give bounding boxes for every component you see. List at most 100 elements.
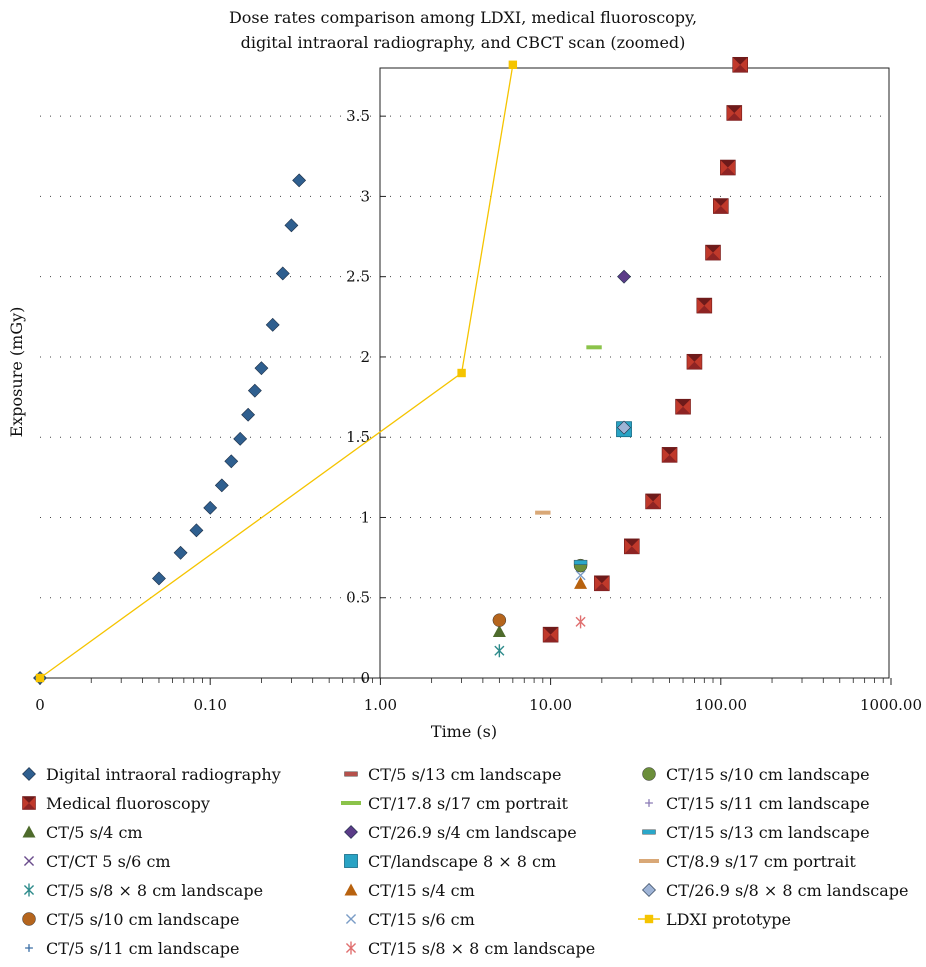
series-9 bbox=[617, 269, 631, 284]
y-tick-label: 2.5 bbox=[346, 268, 370, 286]
data-series bbox=[33, 56, 748, 685]
data-point bbox=[617, 269, 631, 284]
chart-title-line-1: Dose rates comparison among LDXI, medica… bbox=[229, 8, 697, 27]
legend-item: CT/5 s/4 cm bbox=[18, 820, 143, 844]
legend-item: CT/5 s/8 × 8 cm landscape bbox=[18, 878, 263, 902]
legend-swatch bbox=[344, 825, 358, 839]
legend-swatch bbox=[642, 767, 656, 781]
series-13 bbox=[575, 615, 586, 629]
data-point bbox=[203, 500, 218, 515]
legend-swatch bbox=[344, 883, 358, 896]
series-5 bbox=[492, 613, 507, 627]
legend-label: CT/26.9 s/4 cm landscape bbox=[368, 822, 577, 842]
series-16 bbox=[573, 559, 588, 565]
y-tick-label: 0.5 bbox=[346, 589, 370, 607]
data-point bbox=[152, 571, 166, 586]
y-tick-label: 3 bbox=[360, 187, 370, 205]
x-tick-label: 0 bbox=[35, 696, 45, 714]
data-point bbox=[173, 545, 188, 560]
legend-swatch bbox=[22, 825, 36, 838]
legend-swatch bbox=[345, 913, 357, 925]
legend-label: CT/15 s/11 cm landscape bbox=[666, 793, 870, 813]
legend-item: CT/15 s/13 cm landscape bbox=[638, 820, 870, 844]
data-point bbox=[594, 575, 610, 592]
data-point bbox=[624, 538, 640, 555]
legend-label: CT/15 s/10 cm landscape bbox=[666, 764, 870, 784]
legend-swatch bbox=[22, 767, 36, 781]
series-4 bbox=[494, 644, 505, 658]
y-axis-label: Exposure (mGy) bbox=[7, 307, 26, 438]
x-tick-label: 10.00 bbox=[529, 696, 572, 714]
y-tick-label: 2 bbox=[360, 348, 370, 366]
legend-label: Medical fluoroscopy bbox=[46, 793, 210, 813]
data-point bbox=[265, 317, 280, 332]
legend-item: CT/26.9 s/8 × 8 cm landscape bbox=[638, 878, 908, 902]
legend-label: LDXI prototype bbox=[666, 909, 792, 929]
legend-label: CT/15 s/6 cm bbox=[368, 909, 475, 929]
legend-swatch bbox=[341, 801, 361, 805]
data-point bbox=[712, 198, 729, 214]
y-tick-label: 3.5 bbox=[346, 107, 370, 125]
series-17 bbox=[535, 510, 551, 515]
legend-swatch bbox=[344, 854, 358, 868]
series-11 bbox=[574, 576, 588, 589]
data-point bbox=[275, 266, 290, 281]
legend-item: Digital intraoral radiography bbox=[18, 762, 281, 786]
legend-item: CT/15 s/11 cm landscape bbox=[638, 791, 870, 815]
data-point bbox=[575, 615, 586, 629]
data-point bbox=[726, 105, 743, 121]
data-point bbox=[247, 383, 262, 398]
data-point bbox=[720, 159, 736, 176]
data-point bbox=[494, 644, 505, 658]
legend-swatch bbox=[25, 944, 33, 952]
legend-label: CT/5 s/8 × 8 cm landscape bbox=[46, 880, 264, 900]
series-0 bbox=[33, 173, 307, 685]
legend-item: Medical fluoroscopy bbox=[18, 791, 210, 815]
chart: Dose rates comparison among LDXI, medica… bbox=[7, 8, 922, 740]
x-tick-label: 0.10 bbox=[193, 696, 226, 714]
legend-label: CT/15 s/4 cm bbox=[368, 880, 475, 900]
legend-item: CT/15 s/6 cm bbox=[340, 907, 475, 931]
data-point bbox=[214, 478, 229, 493]
legend-item: CT/landscape 8 × 8 cm bbox=[340, 849, 556, 873]
plot-area-frame bbox=[379, 67, 890, 679]
data-point bbox=[696, 297, 713, 314]
series-19 bbox=[35, 60, 518, 683]
data-point bbox=[617, 420, 631, 435]
y-axis: 0 0.5 1 1.5 2 2.5 3 3.5 bbox=[346, 107, 386, 687]
y-tick-label: 1.5 bbox=[346, 428, 370, 446]
legend-swatch bbox=[22, 912, 36, 926]
data-point bbox=[492, 613, 507, 627]
data-point bbox=[224, 454, 239, 469]
x-axis: 0 0.10 1.00 10.00 100.00 1000.00 bbox=[35, 678, 922, 714]
series-1 bbox=[542, 56, 748, 643]
legend-item: CT/26.9 s/4 cm landscape bbox=[340, 820, 577, 844]
y-tick-label: 0 bbox=[360, 669, 370, 687]
data-point bbox=[661, 447, 678, 463]
data-point bbox=[35, 673, 45, 683]
data-point bbox=[575, 570, 586, 581]
data-point bbox=[732, 56, 748, 73]
y-tick-label: 1 bbox=[360, 508, 370, 526]
series-8 bbox=[586, 345, 602, 350]
legend-item: CT/5 s/11 cm landscape bbox=[18, 936, 239, 960]
data-point bbox=[292, 173, 307, 188]
legend-label: CT/15 s/13 cm landscape bbox=[666, 822, 870, 842]
x-axis-label: Time (s) bbox=[431, 722, 497, 740]
data-point bbox=[686, 353, 703, 370]
legend-label: CT/5 s/10 cm landscape bbox=[46, 909, 240, 929]
legend-swatch bbox=[638, 914, 660, 924]
legend-item: CT/5 s/10 cm landscape bbox=[18, 907, 239, 931]
legend-item: CT/17.8 s/17 cm portrait bbox=[340, 791, 568, 815]
x-tick-label: 1.00 bbox=[364, 696, 397, 714]
chart-title-line-2: digital intraoral radiography, and CBCT … bbox=[241, 33, 686, 52]
legend-swatch bbox=[642, 829, 656, 835]
legend-label: CT/8.9 s/17 cm portrait bbox=[666, 851, 856, 871]
x-tick-label: 1000.00 bbox=[860, 696, 922, 714]
x-tick-label: 100.00 bbox=[695, 696, 748, 714]
legend-item: CT/15 s/4 cm bbox=[340, 878, 475, 902]
legend-item: CT/5 s/13 cm landscape bbox=[340, 762, 561, 786]
data-point bbox=[189, 523, 204, 538]
legend-item: CT/CT 5 s/6 cm bbox=[18, 849, 171, 873]
legend-swatch bbox=[345, 941, 357, 955]
